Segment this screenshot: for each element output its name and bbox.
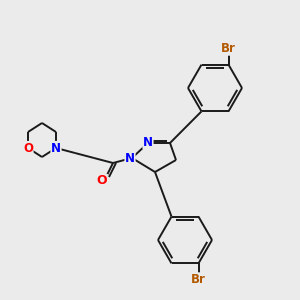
Text: O: O [97,175,107,188]
Text: N: N [51,142,61,154]
Text: Br: Br [191,273,206,286]
Text: Br: Br [221,42,236,55]
Text: N: N [143,136,153,148]
Text: N: N [125,152,135,164]
Text: O: O [23,142,33,154]
